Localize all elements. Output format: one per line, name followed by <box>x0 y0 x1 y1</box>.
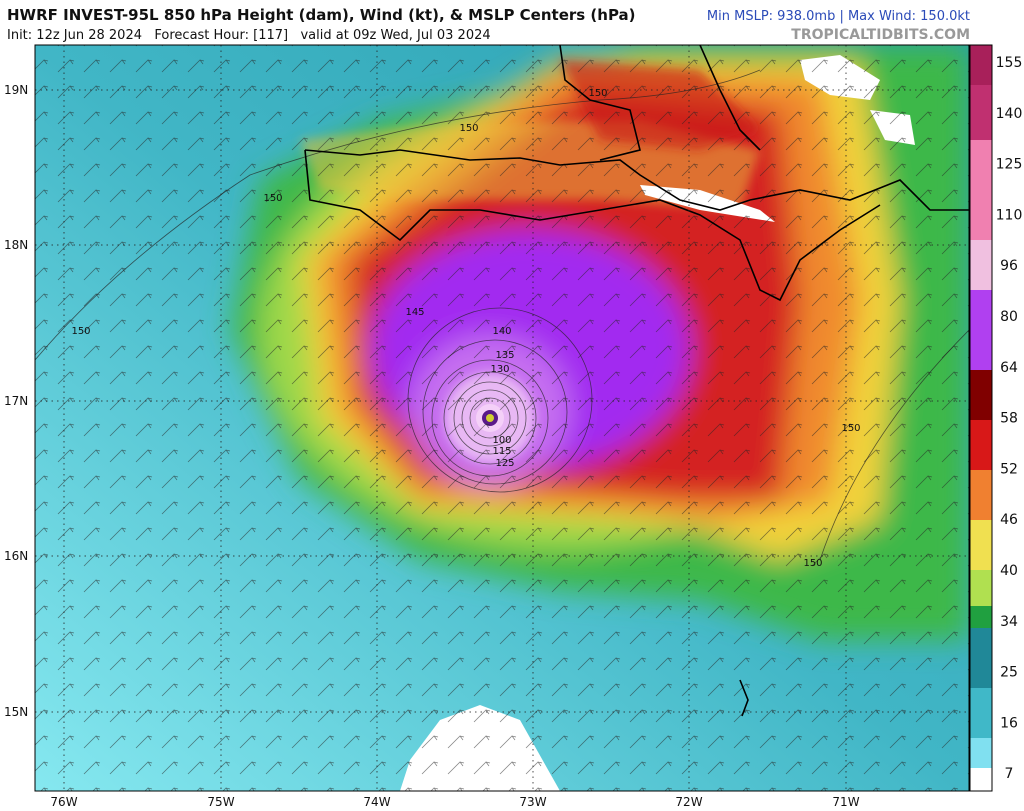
contour-label: 135 <box>495 350 514 361</box>
contour-label: 115 <box>492 446 511 457</box>
colorbar-label: 64 <box>1000 360 1018 376</box>
lon-label: 71W <box>832 795 859 809</box>
lon-label: 76W <box>50 795 77 809</box>
credit: TROPICALTIDBITS.COM <box>791 27 970 43</box>
colorbar-label: 16 <box>1000 715 1018 731</box>
subtitle: Init: 12z Jun 28 2024 Forecast Hour: [11… <box>7 28 491 43</box>
lat-label: 18N <box>4 238 28 252</box>
colorbar-label: 110 <box>996 207 1023 223</box>
lat-label: 16N <box>4 549 28 563</box>
colorbar-label: 7 <box>1005 766 1014 782</box>
stats: Min MSLP: 938.0mb | Max Wind: 150.0kt <box>707 9 970 24</box>
colorbar-label: 52 <box>1000 461 1018 477</box>
contour-label: 150 <box>71 326 90 337</box>
colorbar-label: 155 <box>996 55 1023 71</box>
lat-label: 17N <box>4 394 28 408</box>
contour-label: 150 <box>263 193 282 204</box>
colorbar-label: 80 <box>1000 309 1018 325</box>
colorbar-label: 125 <box>996 157 1023 173</box>
colorbar-label: 140 <box>996 106 1023 122</box>
lon-label: 72W <box>675 795 702 809</box>
colorbar-label: 58 <box>1000 411 1018 427</box>
contour-label: 125 <box>495 458 514 469</box>
contour-label: 150 <box>588 88 607 99</box>
contour-label: 140 <box>492 326 511 337</box>
colorbar-label: 46 <box>1000 512 1018 528</box>
contour-label: 100 <box>492 435 511 446</box>
colorbar-label: 34 <box>1000 614 1018 630</box>
contour-label: 145 <box>405 307 424 318</box>
colorbar-label: 25 <box>1000 665 1018 681</box>
contour-label: 130 <box>490 364 509 375</box>
lon-label: 75W <box>207 795 234 809</box>
title: HWRF INVEST-95L 850 hPa Height (dam), Wi… <box>7 6 636 24</box>
contour-label: 150 <box>803 558 822 569</box>
lon-label: 73W <box>519 795 546 809</box>
lon-label: 74W <box>363 795 390 809</box>
contour-label: 150 <box>841 423 860 434</box>
colorbar-label: 96 <box>1000 258 1018 274</box>
colorbar <box>969 44 993 792</box>
lat-label: 15N <box>4 705 28 719</box>
contour-label: 150 <box>459 123 478 134</box>
colorbar-label: 40 <box>1000 563 1018 579</box>
lat-label: 19N <box>4 83 28 97</box>
